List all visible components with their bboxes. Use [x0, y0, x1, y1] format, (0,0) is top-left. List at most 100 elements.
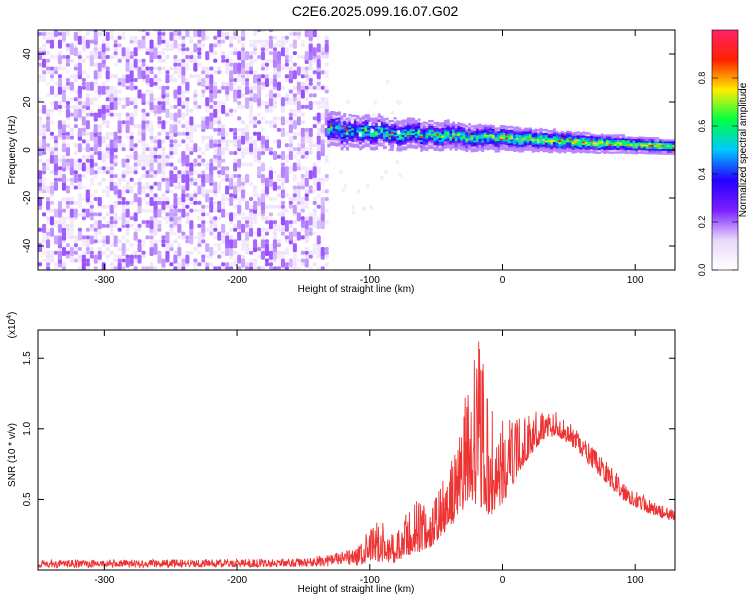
- heatmap-cell: [327, 114, 331, 117]
- heatmap-cell: [364, 141, 368, 144]
- heatmap-cell: [81, 254, 86, 264]
- heatmap-cell: [523, 148, 527, 151]
- heatmap-cell: [531, 129, 535, 132]
- heatmap-cell: [237, 197, 242, 201]
- heatmap-cell: [260, 193, 265, 203]
- heatmap-cell: [197, 200, 202, 205]
- heatmap-cell: [340, 131, 344, 134]
- heatmap-cell: [153, 139, 158, 144]
- heatmap-cell: [552, 128, 556, 131]
- heatmap-cell: [157, 120, 162, 125]
- heatmap-cell: [616, 145, 620, 148]
- heatmap-cell: [101, 177, 106, 182]
- heatmap-cell: [584, 151, 588, 154]
- heatmap-cell: [312, 166, 317, 176]
- heatmap-cell: [550, 147, 554, 150]
- heatmap-cell: [253, 74, 258, 84]
- heatmap-cell: [85, 30, 90, 33]
- heatmap-cell: [125, 223, 130, 228]
- heatmap-cell: [521, 131, 525, 134]
- heatmap-cell: [324, 197, 329, 201]
- heatmap-cell: [380, 117, 384, 120]
- heatmap-cell: [260, 47, 265, 52]
- heatmap-cell: [388, 133, 392, 136]
- heatmap-cell: [169, 151, 174, 155]
- heatmap-cell: [502, 126, 506, 129]
- heatmap-cell: [73, 162, 78, 167]
- heatmap-cell: [205, 70, 210, 75]
- heatmap-cell: [237, 51, 242, 61]
- heatmap-cell: [444, 123, 448, 126]
- heatmap-cell: [169, 66, 174, 71]
- heatmap-cell: [205, 212, 210, 217]
- heatmap-cell: [85, 139, 90, 144]
- x-tick-label: -200: [227, 275, 247, 286]
- heatmap-cell: [388, 135, 392, 138]
- heatmap-cell: [304, 151, 309, 155]
- heatmap-cell: [253, 51, 258, 56]
- heatmap-cell: [38, 127, 43, 132]
- heatmap-cell: [372, 144, 376, 147]
- heatmap-cell: [217, 266, 222, 270]
- heatmap-cell: [300, 235, 305, 240]
- heatmap-cell: [233, 30, 238, 33]
- heatmap-cell: [205, 116, 210, 126]
- heatmap-cell: [337, 121, 341, 124]
- heatmap-cell: [452, 121, 456, 124]
- heatmap-cell: [383, 141, 386, 144]
- heatmap-cell: [42, 78, 47, 82]
- heatmap-cell: [121, 120, 126, 125]
- heatmap-cell: [667, 145, 670, 148]
- heatmap-cell: [401, 140, 405, 143]
- heatmap-cell: [73, 97, 78, 102]
- heatmap-cell: [121, 185, 126, 190]
- heatmap-cell: [550, 133, 554, 136]
- heatmap-cell: [409, 125, 413, 128]
- heatmap-cell: [337, 111, 341, 114]
- heatmap-cell: [324, 250, 329, 255]
- heatmap-cell: [470, 127, 474, 130]
- heatmap-cell: [465, 134, 469, 137]
- heatmap-cell: [245, 174, 250, 183]
- heatmap-cell: [61, 104, 66, 109]
- colorbar-ticks: 0.00.20.40.60.8: [697, 72, 738, 276]
- heatmap-cell: [526, 144, 530, 147]
- heatmap-cell: [253, 143, 258, 148]
- heatmap-cell: [292, 70, 297, 80]
- heatmap-cell: [276, 154, 281, 159]
- heatmap-cell: [375, 130, 379, 133]
- heatmap-cell: [292, 189, 297, 194]
- heatmap-cell: [77, 258, 82, 263]
- heatmap-cell: [137, 223, 142, 228]
- heatmap-cell: [468, 148, 471, 151]
- heatmap-cell: [653, 139, 657, 142]
- heatmap-cell: [364, 125, 368, 128]
- heatmap-cell: [173, 89, 178, 99]
- heatmap-cell: [121, 174, 126, 178]
- heatmap-cell: [393, 119, 397, 122]
- heatmap-cell: [664, 150, 668, 153]
- heatmap-cell: [280, 258, 285, 268]
- heatmap-cell: [97, 124, 102, 129]
- heatmap-cell: [436, 137, 440, 140]
- heatmap-cell: [568, 130, 572, 133]
- heatmap-cell: [653, 141, 657, 144]
- heatmap-cell: [603, 136, 607, 139]
- heatmap-cell: [515, 128, 519, 131]
- heatmap-cell: [444, 120, 448, 123]
- heatmap-cell: [399, 122, 402, 125]
- heatmap-cell: [590, 141, 594, 144]
- heatmap-cell: [165, 93, 170, 98]
- heatmap-cell: [547, 145, 551, 148]
- heatmap-cell: [518, 131, 522, 134]
- heatmap-cell: [292, 85, 297, 90]
- heatmap-cell: [460, 132, 463, 135]
- heatmap-cell: [603, 142, 607, 145]
- heatmap-cell: [399, 145, 402, 148]
- heatmap-cell: [109, 55, 114, 59]
- heatmap-cell: [253, 154, 258, 159]
- heatmap-cell: [320, 197, 325, 206]
- heatmap-cell: [141, 189, 146, 194]
- heatmap-cell: [300, 55, 305, 59]
- heatmap-cell: [93, 235, 98, 240]
